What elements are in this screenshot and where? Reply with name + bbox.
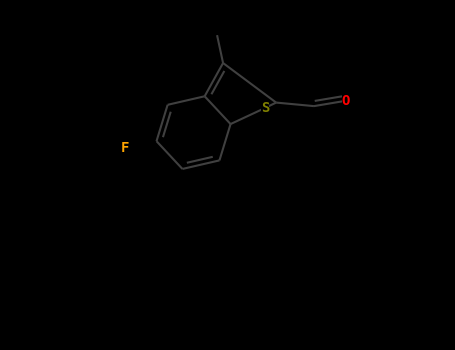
Text: O: O [342, 94, 350, 108]
Text: F: F [121, 141, 129, 155]
Text: S: S [261, 101, 269, 115]
